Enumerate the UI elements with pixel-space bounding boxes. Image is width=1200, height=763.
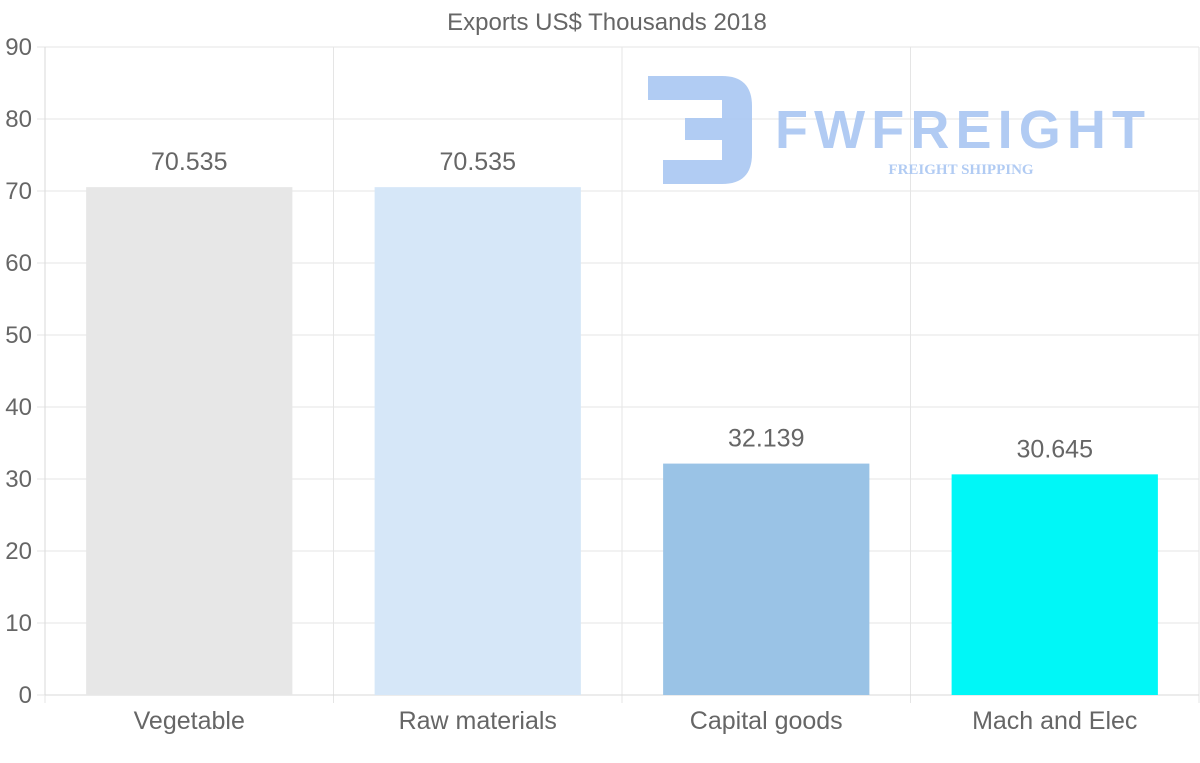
bar-raw-materials[interactable]: [374, 187, 581, 695]
bar-capital-goods[interactable]: [663, 463, 870, 695]
y-tick-label: 0: [19, 682, 32, 709]
y-tick-label: 30: [5, 466, 32, 493]
y-tick-label: 20: [5, 538, 32, 565]
x-category-label: Vegetable: [134, 707, 245, 735]
y-axis-ticks: 0 10 20 30 40 50 60 70 80 90: [5, 34, 32, 709]
value-labels: 70.535 70.535 32.139 30.645: [151, 148, 1093, 463]
y-tick-label: 50: [5, 322, 32, 349]
y-tick-label: 80: [5, 106, 32, 133]
watermark-brand: FWFREIGHT: [775, 100, 1145, 160]
bar-mach-and-elec[interactable]: [951, 474, 1158, 695]
y-tick-label: 40: [5, 394, 32, 421]
x-category-label: Mach and Elec: [972, 707, 1137, 735]
bar-vegetable[interactable]: [86, 187, 293, 695]
x-category-label: Raw materials: [399, 707, 557, 735]
chart-title: Exports US$ Thousands 2018: [447, 9, 767, 36]
y-tick-label: 90: [5, 34, 32, 61]
fw-logo-icon: [648, 76, 752, 184]
x-axis-categories: Vegetable Raw materials Capital goods Mach …: [134, 707, 1138, 735]
bars: [86, 187, 1158, 695]
y-tick-label: 10: [5, 610, 32, 637]
value-label: 70.535: [151, 148, 227, 176]
y-tick-label: 70: [5, 178, 32, 205]
x-category-label: Capital goods: [690, 707, 843, 735]
value-label: 30.645: [1017, 435, 1093, 463]
y-tick-label: 60: [5, 250, 32, 277]
fwfreight-watermark: FWFREIGHT FREIGHT SHIPPING: [648, 76, 1145, 184]
value-label: 70.535: [440, 148, 516, 176]
watermark-tagline: FREIGHT SHIPPING: [888, 162, 1033, 178]
value-label: 32.139: [728, 425, 804, 453]
